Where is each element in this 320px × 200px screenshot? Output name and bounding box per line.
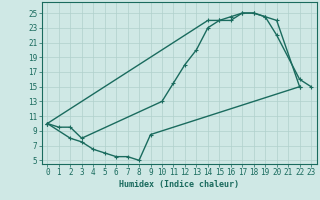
X-axis label: Humidex (Indice chaleur): Humidex (Indice chaleur) xyxy=(119,180,239,189)
